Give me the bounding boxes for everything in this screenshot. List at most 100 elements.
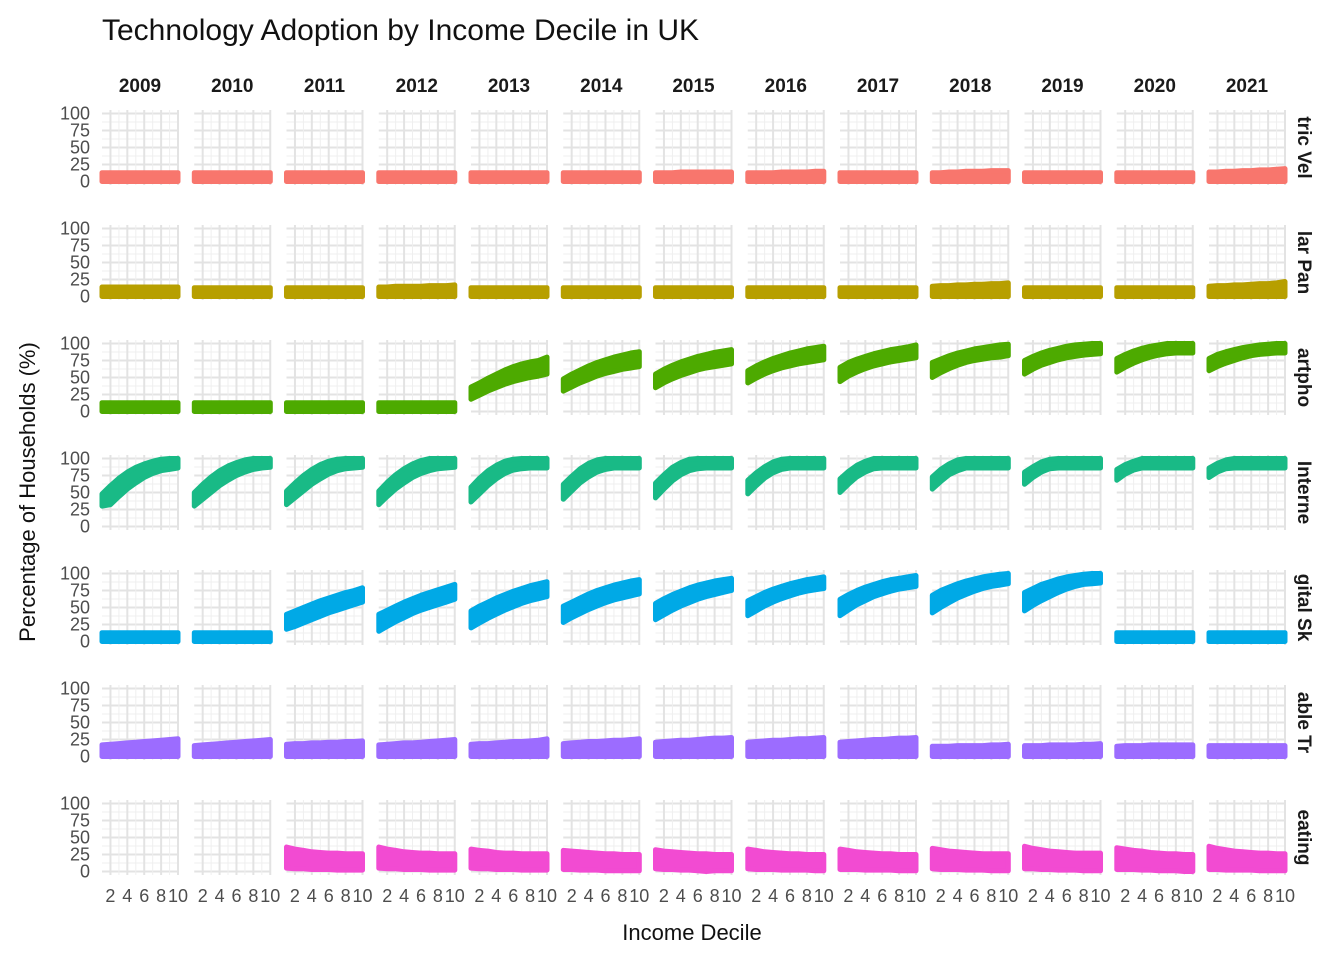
area-band-1-2011	[284, 170, 365, 184]
area-band-1-2018	[929, 168, 1011, 184]
panel-6-2017	[837, 685, 919, 760]
panel-5-2016	[745, 570, 827, 645]
panel-1-2017	[837, 110, 919, 185]
x-tick-label: 8	[433, 886, 443, 906]
area-band-6-2021	[1206, 743, 1288, 759]
area-band-1-2013	[468, 170, 550, 184]
panel-1-2015	[653, 110, 734, 185]
y-tick-label: 75	[70, 121, 90, 141]
area-band-6-2014	[560, 736, 642, 759]
year-strip-2015: 2015	[672, 76, 715, 97]
panel-1-2019	[1022, 110, 1103, 185]
area-band-6-2009	[99, 736, 181, 759]
panel-2-2010	[191, 225, 273, 300]
y-tick-label: 50	[70, 253, 90, 273]
panel-1-2014	[560, 110, 642, 185]
area-band-6-2018	[929, 741, 1011, 759]
y-tick-label: 75	[70, 696, 90, 716]
area-band-3-2017	[837, 342, 919, 385]
area-band-6-2017	[837, 735, 919, 759]
area-band-5-2010	[191, 630, 273, 644]
y-axis-ticks: 0255075100025507510002550751000255075100…	[60, 104, 90, 882]
panel-3-2009	[99, 340, 181, 415]
panel-3-2011	[284, 340, 365, 415]
y-axis-title: Percentage of Households (%)	[15, 342, 40, 642]
panel-7-2017	[837, 800, 919, 875]
x-tick-label: 6	[600, 886, 610, 906]
x-tick-label: 6	[324, 886, 334, 906]
y-tick-label: 0	[80, 632, 90, 652]
area-band-1-2016	[745, 168, 827, 184]
panel-6-2018	[929, 685, 1011, 760]
panel-1-2020	[1114, 110, 1196, 185]
area-band-5-2020	[1114, 630, 1196, 644]
area-band-6-2012	[376, 737, 458, 759]
area-band-2-2011	[284, 285, 365, 299]
x-tick-label: 8	[894, 886, 904, 906]
area-band-4-2011	[284, 456, 365, 508]
panel-3-2020	[1114, 340, 1196, 415]
panel-7-2013	[468, 800, 550, 875]
area-band-6-2020	[1114, 742, 1196, 759]
area-band-3-2011	[284, 400, 365, 414]
area-band-4-2017	[837, 456, 919, 495]
area-band-3-2020	[1114, 341, 1196, 375]
panel-5-2019	[1022, 570, 1103, 645]
area-band-2-2009	[99, 284, 181, 299]
x-tick-label: 8	[802, 886, 812, 906]
area-band-1-2009	[99, 170, 181, 184]
area-band-1-2010	[191, 170, 273, 184]
year-strip-2009: 2009	[119, 76, 161, 97]
x-tick-label: 10	[1183, 886, 1203, 906]
area-band-5-2021	[1206, 630, 1288, 644]
x-tick-label: 4	[676, 886, 686, 906]
area-band-3-2012	[376, 400, 458, 414]
panel-7-2019	[1022, 800, 1103, 875]
y-tick-label: 100	[60, 794, 90, 814]
panel-4-2018	[929, 455, 1011, 530]
y-tick-label: 50	[70, 138, 90, 158]
panel-2-2013	[468, 225, 550, 300]
x-tick-label: 4	[1045, 886, 1055, 906]
area-band-7-2016	[745, 846, 827, 874]
year-strip-2011: 2011	[304, 76, 346, 97]
year-strip-2013: 2013	[488, 76, 530, 97]
x-tick-label: 2	[567, 886, 577, 906]
area-band-6-2015	[653, 735, 734, 759]
x-tick-label: 8	[617, 886, 627, 906]
y-tick-label: 50	[70, 483, 90, 503]
x-tick-label: 6	[969, 886, 979, 906]
x-tick-label: 4	[768, 886, 778, 906]
x-tick-label: 10	[168, 886, 188, 906]
panel-7-2015	[653, 800, 734, 875]
area-band-2-2016	[745, 285, 827, 299]
area-band-4-2019	[1022, 456, 1103, 487]
panel-5-2014	[560, 570, 642, 645]
panel-7-2010	[194, 800, 272, 875]
area-band-6-2016	[745, 735, 827, 759]
panel-5-2018	[929, 570, 1011, 645]
panel-4-2015	[653, 455, 734, 530]
area-band-5-2011	[284, 585, 365, 632]
y-tick-label: 50	[70, 598, 90, 618]
panel-2-2020	[1114, 225, 1196, 300]
panel-6-2012	[376, 685, 458, 760]
panel-2-2016	[745, 225, 827, 300]
x-tick-label: 2	[1212, 886, 1222, 906]
area-band-7-2021	[1206, 843, 1288, 874]
x-tick-label: 6	[1062, 886, 1072, 906]
y-tick-label: 25	[70, 155, 90, 175]
area-band-6-2019	[1022, 741, 1103, 759]
chart-panels	[99, 110, 1288, 875]
area-band-2-2019	[1022, 285, 1103, 299]
x-tick-label: 4	[491, 886, 501, 906]
x-tick-label: 10	[906, 886, 926, 906]
area-band-3-2009	[99, 400, 181, 414]
area-band-2-2021	[1206, 279, 1288, 299]
panel-4-2012	[376, 455, 458, 530]
x-tick-label: 8	[248, 886, 258, 906]
panel-3-2012	[376, 340, 458, 415]
panel-3-2018	[929, 340, 1011, 415]
row-strip-1: tric Vel	[1293, 116, 1314, 178]
